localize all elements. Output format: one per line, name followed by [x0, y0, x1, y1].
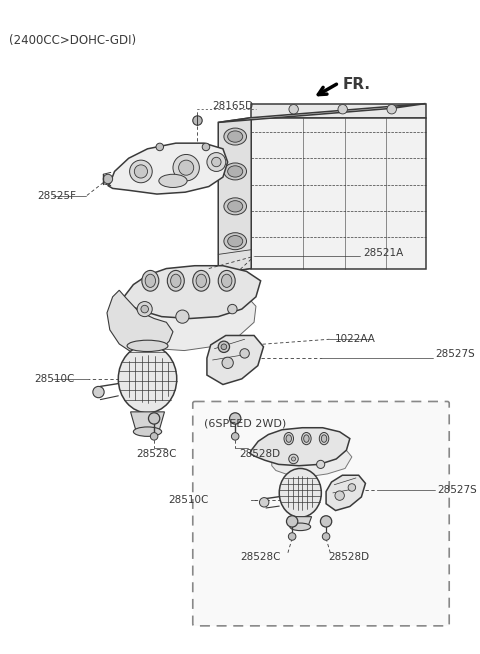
Ellipse shape: [142, 271, 159, 291]
Circle shape: [317, 460, 325, 468]
Ellipse shape: [127, 340, 168, 351]
Polygon shape: [218, 103, 426, 122]
Circle shape: [156, 143, 164, 150]
Circle shape: [150, 432, 158, 440]
Circle shape: [93, 387, 104, 398]
Circle shape: [387, 105, 396, 114]
Circle shape: [231, 432, 239, 440]
Text: 28528D: 28528D: [328, 552, 369, 562]
Ellipse shape: [224, 163, 247, 180]
Ellipse shape: [222, 274, 232, 287]
Text: 28527S: 28527S: [435, 349, 475, 359]
Polygon shape: [289, 517, 312, 527]
Circle shape: [207, 152, 226, 171]
Text: (6SPEED 2WD): (6SPEED 2WD): [204, 419, 287, 428]
Circle shape: [287, 516, 298, 527]
Circle shape: [130, 160, 152, 182]
Ellipse shape: [228, 131, 243, 142]
Ellipse shape: [118, 345, 177, 413]
Ellipse shape: [286, 435, 291, 442]
Polygon shape: [108, 143, 228, 194]
Polygon shape: [207, 336, 264, 385]
Polygon shape: [326, 475, 365, 511]
Ellipse shape: [224, 128, 247, 145]
Circle shape: [141, 305, 148, 313]
Polygon shape: [272, 444, 352, 477]
Circle shape: [202, 143, 210, 150]
Text: 28521A: 28521A: [363, 247, 404, 258]
Circle shape: [193, 116, 202, 126]
FancyBboxPatch shape: [193, 402, 449, 626]
Circle shape: [228, 304, 237, 314]
Text: FR.: FR.: [343, 77, 371, 92]
Ellipse shape: [133, 427, 162, 436]
Polygon shape: [218, 118, 251, 273]
Circle shape: [229, 413, 241, 424]
Circle shape: [240, 349, 249, 358]
Ellipse shape: [279, 468, 321, 517]
Circle shape: [321, 516, 332, 527]
Circle shape: [222, 357, 233, 368]
Ellipse shape: [228, 235, 243, 247]
Circle shape: [348, 484, 356, 491]
Circle shape: [173, 154, 199, 181]
Text: 28525F: 28525F: [37, 191, 76, 201]
Ellipse shape: [159, 174, 187, 188]
Circle shape: [322, 533, 330, 540]
Ellipse shape: [168, 271, 184, 291]
Ellipse shape: [321, 435, 327, 442]
Circle shape: [338, 105, 348, 114]
Text: 28510C: 28510C: [168, 496, 209, 506]
Circle shape: [291, 457, 296, 461]
Polygon shape: [107, 290, 173, 356]
Circle shape: [176, 310, 189, 323]
Circle shape: [260, 498, 269, 507]
Circle shape: [137, 301, 152, 317]
Ellipse shape: [218, 271, 235, 291]
Text: 28510C: 28510C: [35, 374, 75, 384]
Polygon shape: [250, 428, 350, 466]
Circle shape: [335, 491, 344, 500]
Ellipse shape: [319, 432, 329, 445]
Text: 28528C: 28528C: [136, 449, 177, 459]
Circle shape: [221, 344, 227, 350]
Circle shape: [289, 454, 298, 464]
Circle shape: [218, 341, 229, 353]
Polygon shape: [131, 412, 165, 432]
Ellipse shape: [228, 165, 243, 177]
Ellipse shape: [224, 233, 247, 250]
Ellipse shape: [301, 432, 311, 445]
Ellipse shape: [196, 274, 206, 287]
Text: 28528C: 28528C: [240, 552, 281, 562]
Ellipse shape: [284, 432, 293, 445]
Ellipse shape: [224, 198, 247, 215]
Ellipse shape: [193, 271, 210, 291]
Text: 28528D: 28528D: [239, 449, 280, 459]
Circle shape: [212, 158, 221, 167]
Ellipse shape: [304, 435, 309, 442]
Circle shape: [103, 174, 113, 184]
Circle shape: [288, 533, 296, 540]
Text: 28165D: 28165D: [213, 101, 254, 111]
Ellipse shape: [290, 523, 311, 530]
Circle shape: [289, 105, 299, 114]
Ellipse shape: [228, 201, 243, 212]
Circle shape: [134, 165, 147, 178]
Circle shape: [148, 413, 160, 424]
Polygon shape: [251, 103, 426, 118]
Polygon shape: [122, 287, 256, 351]
Polygon shape: [251, 118, 426, 269]
Ellipse shape: [170, 274, 181, 287]
Text: (2400CC>DOHC-GDI): (2400CC>DOHC-GDI): [9, 34, 136, 47]
Ellipse shape: [145, 274, 156, 287]
Circle shape: [179, 160, 194, 175]
Text: 28527S: 28527S: [437, 485, 477, 495]
Text: 1022AA: 1022AA: [335, 334, 376, 344]
Polygon shape: [122, 266, 261, 318]
